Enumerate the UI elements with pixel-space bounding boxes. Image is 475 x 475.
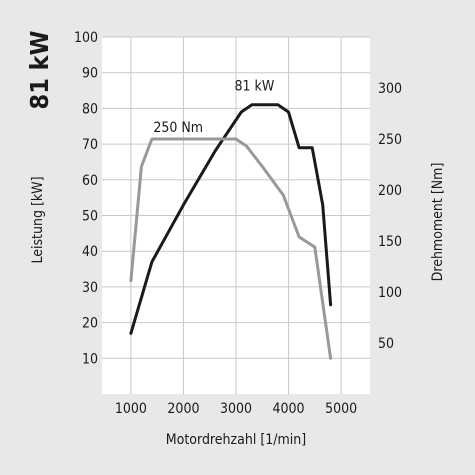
- y-left-tick-label-3: 40: [82, 244, 98, 260]
- grid-lines: [102, 36, 370, 394]
- torque-line: [129, 137, 333, 360]
- y-left-tick-label-0: 10: [82, 351, 98, 367]
- x-tick-label-4: 5000: [325, 401, 357, 417]
- x-axis-title: Motordrehzahl [1/min]: [166, 432, 306, 448]
- y-left-tick-label-8: 90: [82, 66, 98, 82]
- x-tick-label-0: 1000: [115, 401, 147, 417]
- y-right-tick-label-1: 100: [378, 285, 402, 301]
- y-right-tick-label-5: 300: [378, 81, 402, 97]
- y-left-tick-label-5: 60: [82, 173, 98, 189]
- y-left-tick-label-9: 100: [74, 30, 98, 46]
- headline-power: 81 kW: [25, 30, 54, 109]
- series-lines: [129, 103, 333, 360]
- y-left-tick-label-2: 30: [82, 280, 98, 296]
- y-right-tick-label-3: 200: [378, 183, 402, 199]
- y-right-tick-label-4: 250: [378, 132, 402, 148]
- y-left-tick-label-6: 70: [82, 137, 98, 153]
- y-left-tick-label-1: 20: [82, 316, 98, 332]
- y-left-tick-label-4: 50: [82, 209, 98, 225]
- y-axis-right-title: Drehmoment [Nm]: [430, 163, 446, 282]
- y-left-tick-label-7: 80: [82, 101, 98, 117]
- x-tick-label-2: 3000: [220, 401, 252, 417]
- power-line: [129, 103, 333, 335]
- y-right-tick-label-2: 150: [378, 234, 402, 250]
- annotations: 81 kW 250 Nm: [153, 79, 274, 136]
- peak-power-label: 81 kW: [235, 79, 275, 95]
- y-right-tick-label-0: 50: [378, 336, 394, 352]
- x-tick-label-3: 4000: [273, 401, 305, 417]
- y-axis-left-title: Leistung [kW]: [30, 176, 46, 263]
- tick-labels: 1000 2000 3000 4000 5000 10 20 30 40 50 60 70 80 90 10…: [74, 30, 402, 417]
- peak-torque-label: 250 Nm: [153, 120, 203, 136]
- x-tick-label-1: 2000: [167, 401, 199, 417]
